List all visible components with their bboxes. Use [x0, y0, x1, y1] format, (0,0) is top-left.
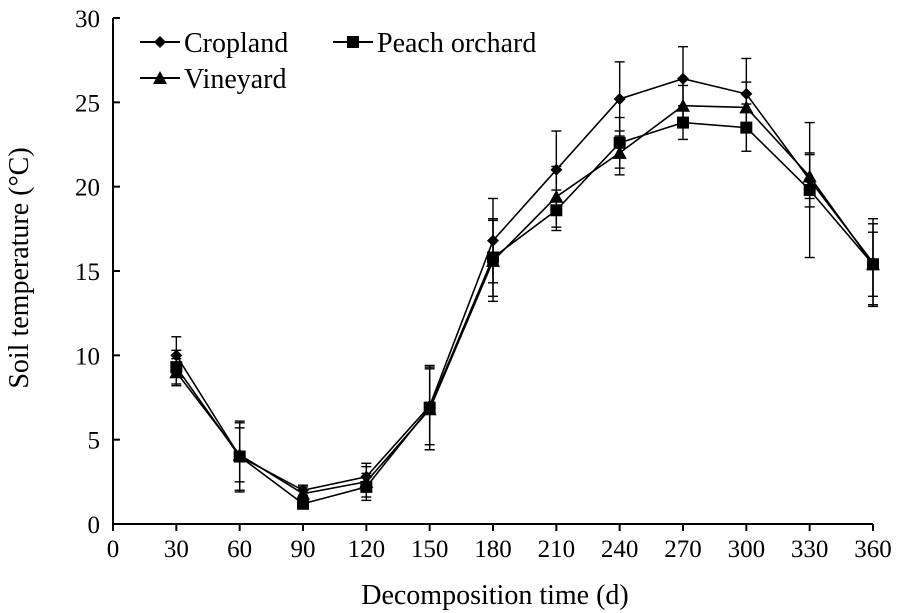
x-tick-label: 90 — [291, 536, 316, 563]
y-tick-label: 10 — [75, 343, 100, 370]
y-tick-label: 0 — [88, 512, 101, 539]
legend-item-peach-orchard: Peach orchard — [333, 28, 536, 59]
point-vineyard — [422, 402, 437, 416]
legend: Cropland Peach orchard Vineyard — [140, 28, 536, 95]
point-vineyard — [169, 365, 184, 379]
series-markers — [169, 72, 880, 510]
legend-marker-square — [347, 36, 359, 48]
point-peach-orchard — [803, 184, 816, 197]
x-tick-label: 360 — [854, 536, 892, 563]
y-tick-label: 15 — [75, 259, 100, 286]
x-tick-label: 60 — [227, 536, 252, 563]
x-tick-label: 300 — [728, 536, 766, 563]
point-vineyard — [676, 98, 690, 112]
point-vineyard — [612, 145, 627, 159]
series-line-cropland — [175, 77, 874, 492]
x-tick-label: 0 — [107, 536, 120, 563]
y-tick-label: 25 — [75, 90, 100, 117]
legend-marker-triangle — [153, 71, 167, 84]
legend-label-cropland: Cropland — [184, 28, 288, 59]
point-vineyard — [739, 100, 754, 114]
point-vineyard — [802, 169, 817, 183]
x-tick-label: 180 — [474, 536, 512, 563]
point-vineyard — [866, 257, 880, 271]
legend-item-cropland: Cropland — [140, 28, 288, 59]
point-cropland — [740, 87, 753, 100]
point-peach-orchard — [613, 136, 626, 149]
point-vineyard — [232, 447, 247, 461]
point-vineyard — [486, 253, 500, 267]
point-peach-orchard — [740, 121, 753, 134]
series-line-vineyard — [175, 104, 874, 495]
x-tick-label: 120 — [348, 536, 386, 563]
point-cropland — [170, 349, 183, 362]
point-peach-orchard — [550, 204, 563, 217]
legend-item-vineyard: Vineyard — [140, 64, 287, 95]
point-cropland — [677, 72, 689, 85]
series-lines — [175, 77, 874, 505]
legend-label-peach-orchard: Peach orchard — [377, 28, 536, 59]
point-vineyard — [549, 189, 564, 203]
point-cropland — [550, 163, 563, 176]
x-axis-title: Decomposition time (d) — [361, 580, 629, 611]
x-tick-label: 330 — [791, 536, 829, 563]
point-vineyard — [359, 474, 374, 488]
y-axis-title: Soil temperature (°C) — [4, 147, 35, 388]
x-tick-label: 30 — [164, 536, 189, 563]
legend-marker-diamond — [154, 36, 166, 48]
point-cropland — [487, 234, 499, 247]
x-tick-label: 270 — [664, 536, 702, 563]
x-tick-label: 240 — [601, 536, 639, 563]
y-tick-label: 30 — [75, 6, 100, 33]
axes — [112, 17, 874, 531]
x-tick-label: 210 — [538, 536, 576, 563]
point-peach-orchard — [297, 497, 309, 510]
legend-label-vineyard: Vineyard — [184, 64, 287, 95]
error-bars — [171, 45, 878, 510]
y-tick-label: 20 — [75, 175, 100, 202]
x-tick-label: 150 — [411, 536, 449, 563]
point-vineyard — [296, 486, 310, 500]
point-peach-orchard — [677, 116, 689, 129]
series-line-peach-orchard — [175, 121, 874, 505]
y-tick-label: 5 — [88, 428, 101, 455]
point-cropland — [613, 92, 626, 105]
